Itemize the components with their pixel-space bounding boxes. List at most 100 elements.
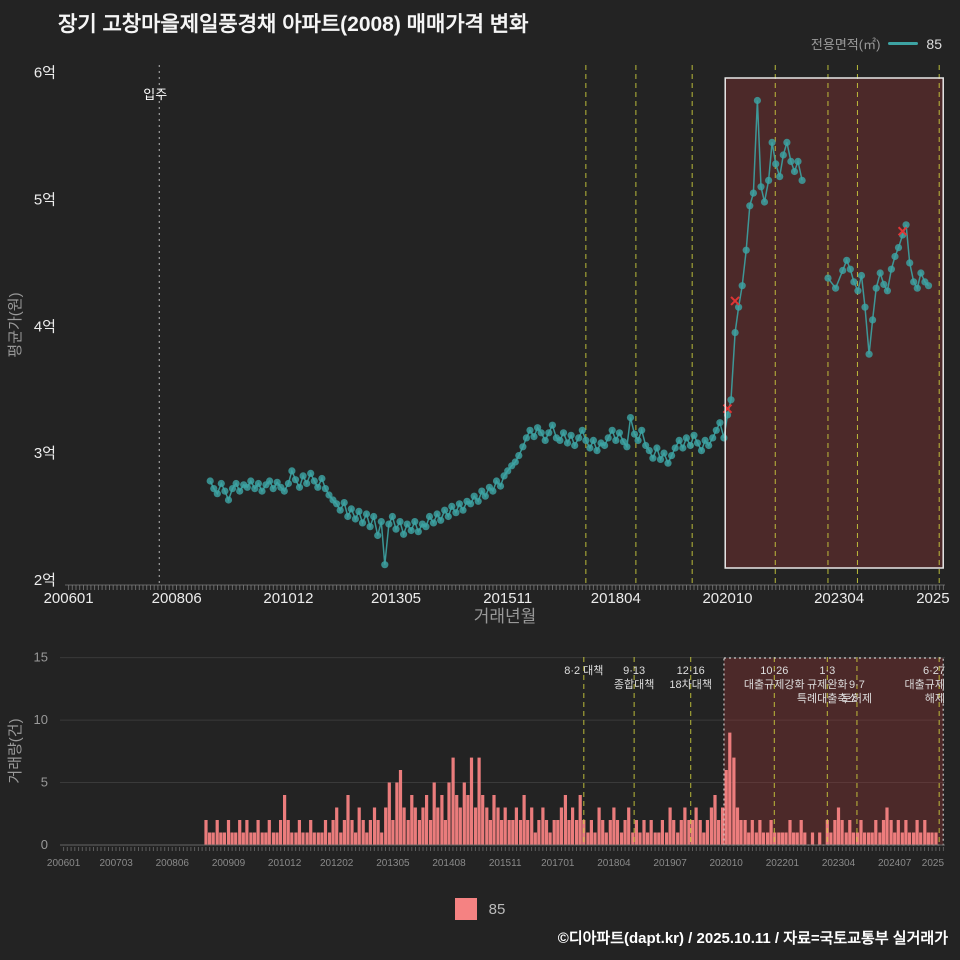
volume-bar[interactable] — [646, 832, 650, 846]
price-point[interactable] — [593, 447, 601, 455]
volume-bar[interactable] — [537, 820, 541, 845]
volume-bar[interactable] — [413, 807, 417, 846]
volume-bar[interactable] — [676, 832, 680, 846]
price-point[interactable] — [675, 436, 683, 444]
price-point[interactable] — [295, 483, 304, 491]
price-point[interactable] — [924, 282, 933, 290]
volume-bar[interactable] — [238, 820, 242, 845]
price-point[interactable] — [790, 167, 799, 176]
volume-bar[interactable] — [211, 832, 215, 846]
volume-bar[interactable] — [503, 807, 507, 846]
price-point[interactable] — [221, 487, 229, 495]
price-point[interactable] — [526, 426, 534, 434]
price-point[interactable] — [619, 438, 628, 446]
price-point[interactable] — [742, 246, 750, 254]
volume-bar[interactable] — [844, 832, 848, 846]
volume-bar[interactable] — [279, 820, 283, 845]
volume-bar[interactable] — [297, 820, 301, 845]
price-point[interactable] — [720, 434, 728, 442]
volume-bar[interactable] — [840, 820, 844, 845]
price-point[interactable] — [604, 434, 612, 442]
price-point[interactable] — [880, 280, 888, 288]
price-point[interactable] — [414, 528, 422, 536]
volume-bar[interactable] — [732, 757, 736, 845]
volume-bar[interactable] — [372, 807, 377, 846]
price-point[interactable] — [377, 518, 385, 526]
price-point[interactable] — [385, 520, 393, 528]
price-point[interactable] — [478, 487, 486, 495]
volume-bar[interactable] — [642, 820, 646, 845]
price-point[interactable] — [727, 396, 735, 404]
volume-bar[interactable] — [354, 832, 358, 846]
volume-bar[interactable] — [488, 820, 492, 845]
price-point[interactable] — [303, 479, 311, 488]
volume-bar[interactable] — [586, 832, 590, 846]
price-point[interactable] — [894, 244, 903, 252]
volume-bar[interactable] — [575, 820, 579, 845]
price-point[interactable] — [321, 485, 329, 493]
price-point[interactable] — [228, 485, 237, 493]
price-point[interactable] — [351, 515, 359, 523]
price-point[interactable] — [857, 271, 866, 280]
price-point[interactable] — [467, 500, 475, 508]
price-point[interactable] — [347, 505, 355, 513]
volume-bar[interactable] — [907, 832, 912, 846]
price-point[interactable] — [626, 414, 635, 422]
volume-bar[interactable] — [672, 820, 676, 845]
price-point[interactable] — [601, 441, 609, 450]
volume-bar[interactable] — [717, 820, 721, 845]
price-point[interactable] — [709, 434, 717, 442]
volume-bar[interactable] — [915, 820, 919, 845]
volume-bar[interactable] — [567, 820, 571, 845]
volume-bar[interactable] — [631, 832, 635, 846]
price-point[interactable] — [307, 469, 315, 477]
volume-bar[interactable] — [792, 832, 796, 846]
price-point[interactable] — [548, 421, 557, 429]
price-point[interactable] — [374, 531, 382, 540]
price-point[interactable] — [776, 173, 784, 181]
volume-bar[interactable] — [863, 832, 867, 846]
volume-bar[interactable] — [305, 832, 309, 846]
price-point[interactable] — [448, 502, 456, 510]
price-point[interactable] — [630, 430, 639, 438]
volume-bar[interactable] — [447, 782, 451, 846]
price-point[interactable] — [534, 424, 542, 432]
volume-bar[interactable] — [271, 832, 275, 846]
volume-bar[interactable] — [526, 820, 530, 845]
price-point[interactable] — [522, 434, 531, 442]
volume-bar[interactable] — [327, 832, 332, 846]
volume-bar[interactable] — [368, 820, 372, 845]
price-point[interactable] — [716, 419, 724, 427]
price-point[interactable] — [679, 444, 687, 452]
volume-bar[interactable] — [664, 832, 669, 846]
volume-bar[interactable] — [874, 820, 878, 845]
volume-bar[interactable] — [443, 820, 447, 845]
volume-bar[interactable] — [683, 807, 687, 846]
volume-bar[interactable] — [309, 820, 313, 845]
volume-bar[interactable] — [698, 820, 702, 845]
volume-bar[interactable] — [514, 807, 518, 846]
volume-bar[interactable] — [735, 807, 740, 846]
volume-bar[interactable] — [466, 795, 470, 845]
price-point[interactable] — [243, 483, 251, 491]
volume-bar[interactable] — [919, 832, 923, 846]
volume-bar[interactable] — [777, 832, 781, 846]
price-point[interactable] — [902, 221, 910, 229]
volume-bar[interactable] — [668, 807, 672, 846]
volume-bar[interactable] — [301, 832, 305, 846]
price-point[interactable] — [280, 487, 288, 495]
volume-bar[interactable] — [713, 795, 717, 845]
volume-bar[interactable] — [728, 732, 732, 845]
price-point[interactable] — [333, 500, 341, 508]
price-point[interactable] — [738, 282, 746, 290]
volume-bar[interactable] — [829, 832, 833, 846]
volume-bar[interactable] — [615, 820, 620, 845]
price-point[interactable] — [273, 478, 281, 486]
volume-bar[interactable] — [788, 820, 792, 845]
price-point[interactable] — [772, 160, 780, 168]
volume-bar[interactable] — [810, 832, 815, 846]
price-point[interactable] — [224, 496, 233, 504]
volume-bar[interactable] — [559, 807, 563, 846]
volume-bar[interactable] — [548, 832, 552, 846]
cancelled-deal-marker[interactable] — [897, 226, 908, 236]
